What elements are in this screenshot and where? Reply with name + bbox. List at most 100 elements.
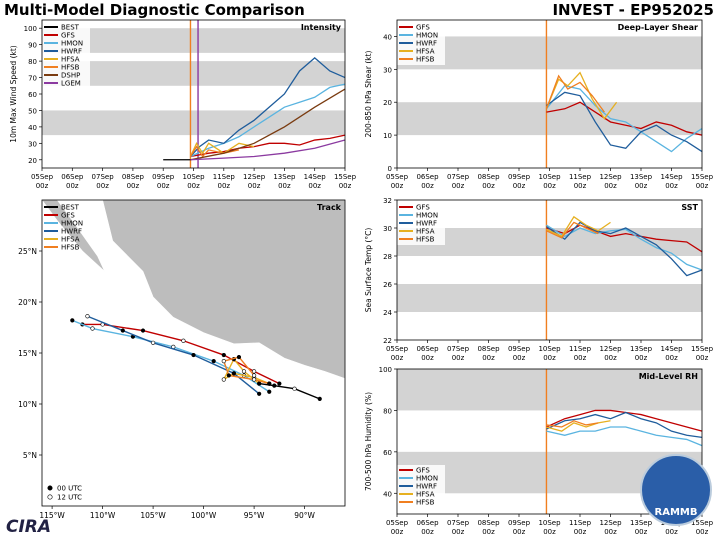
shade-band — [397, 36, 702, 70]
x-tick-label: 06Sep 00z — [61, 173, 84, 190]
x-tick-label: 10Sep 00z — [538, 345, 561, 362]
legend-label: GFS — [61, 32, 75, 40]
track-point-gfs — [140, 328, 146, 333]
legend-box — [42, 22, 90, 89]
y-tick-label: 30 — [383, 225, 392, 233]
legend-label: HMON — [61, 40, 83, 48]
x-tick-label: 09Sep 00z — [508, 345, 531, 362]
x-tick-label: 10Sep 00z — [538, 519, 561, 536]
x-tick-label: 08Sep 00z — [477, 345, 500, 362]
y-axis-label: 200-850 hPa Shear (kt) — [364, 50, 373, 137]
series-hfsb — [545, 74, 605, 113]
legend — [42, 22, 90, 89]
series-hfsa — [546, 420, 611, 432]
series-hwrf — [546, 411, 703, 439]
track-point-hmon — [267, 389, 272, 394]
y-tick-label: 10°N — [18, 400, 37, 409]
y-tick-label: 20 — [28, 157, 37, 165]
y-tick-label: 70 — [28, 75, 37, 83]
shade-band — [42, 28, 345, 53]
legend-label: HMON — [416, 32, 438, 40]
legend — [397, 202, 445, 245]
legend-label: HWRF — [416, 483, 437, 491]
x-tick-label: 09Sep 00z — [152, 173, 175, 190]
track-point-hfsb — [252, 377, 257, 382]
y-tick-label: 22 — [383, 337, 392, 345]
legend-label: HFSB — [61, 64, 80, 72]
series-hfsa — [189, 141, 255, 157]
panel-sst — [394, 199, 703, 343]
x-tick-label: 10Sep 00z — [182, 173, 205, 190]
y-tick-label: 0 — [388, 165, 392, 173]
legend-label: HFSB — [416, 499, 435, 507]
track-hfsb — [222, 356, 270, 385]
x-tick-label: 90°W — [294, 511, 315, 520]
track-point-best — [292, 386, 297, 391]
legend-label: GFS — [416, 24, 430, 32]
rammb-label: RAMMB — [654, 507, 698, 518]
series-hmon — [546, 426, 703, 447]
series-hmon — [546, 224, 703, 271]
legend-label: DSHP — [61, 72, 80, 80]
track-point-hfsa — [221, 377, 226, 382]
x-tick-label: 13Sep 00z — [630, 519, 653, 536]
series-hwrf — [546, 91, 703, 153]
x-tick-label: 95°W — [244, 511, 265, 520]
y-tick-label: 10 — [383, 132, 392, 140]
legend-label: HFSB — [416, 56, 435, 64]
x-tick-label: 12Sep 00z — [243, 173, 266, 190]
legend-label: HFSA — [61, 56, 80, 64]
panel-intensity — [39, 19, 346, 171]
page-title: Multi-Model Diagnostic Comparison — [4, 1, 305, 19]
track-point-hfsa — [257, 381, 262, 386]
y-tick-label: 100 — [379, 366, 392, 374]
x-tick-label: 13Sep 00z — [630, 345, 653, 362]
y-tick-label: 5°N — [23, 451, 37, 460]
marker-legend-symbol — [47, 494, 53, 500]
x-tick-label: 100°W — [191, 511, 217, 520]
track-point-gfs — [252, 369, 257, 374]
track-point-hfsb — [236, 354, 242, 360]
x-tick-label: 12Sep 00z — [599, 519, 622, 536]
y-tick-label: 30 — [28, 140, 37, 148]
legend-label: HFSA — [416, 491, 435, 499]
y-tick-label: 24 — [383, 309, 392, 317]
x-tick-label: 13Sep 00z — [273, 173, 296, 190]
shade-band — [42, 110, 345, 136]
y-tick-label: 50 — [28, 107, 37, 115]
panel-title: Track — [317, 203, 342, 212]
y-tick-label: 80 — [28, 58, 37, 66]
x-tick-label: 11Sep 00z — [569, 345, 592, 362]
series-lgem — [190, 139, 346, 161]
x-tick-label: 15Sep 00z — [691, 519, 714, 536]
y-tick-label: 28 — [383, 253, 392, 261]
legend — [397, 22, 445, 65]
x-tick-label: 15Sep 00z — [334, 173, 357, 190]
series-hmon — [190, 83, 346, 158]
marker-legend-label: 12 UTC — [57, 494, 82, 502]
y-axis-label: Sea Surface Temp (°C) — [364, 228, 373, 313]
rammb-logo: RAMMB — [640, 454, 712, 526]
x-tick-label: 06Sep 00z — [416, 173, 439, 190]
x-tick-label: 05Sep 00z — [31, 173, 54, 190]
x-tick-label: 07Sep 00z — [447, 519, 470, 536]
legend-label: HMON — [416, 475, 438, 483]
y-tick-label: 40 — [383, 33, 392, 41]
legend-label: HWRF — [61, 228, 82, 236]
panel-border — [396, 19, 703, 169]
y-axis-label: 700-500 hPa Humidity (%) — [364, 392, 373, 491]
y-tick-label: 30 — [383, 66, 392, 74]
x-tick-label: 05Sep 00z — [386, 173, 409, 190]
series-hmon — [545, 85, 703, 153]
track-point-hfsb — [221, 359, 226, 364]
panel-border — [396, 368, 703, 515]
x-tick-label: 115°W — [39, 511, 65, 520]
series-hfsb — [546, 420, 599, 428]
series-gfs — [546, 101, 703, 136]
track-best — [259, 382, 321, 400]
panel-title: SST — [681, 203, 698, 212]
panel-track — [39, 199, 346, 509]
